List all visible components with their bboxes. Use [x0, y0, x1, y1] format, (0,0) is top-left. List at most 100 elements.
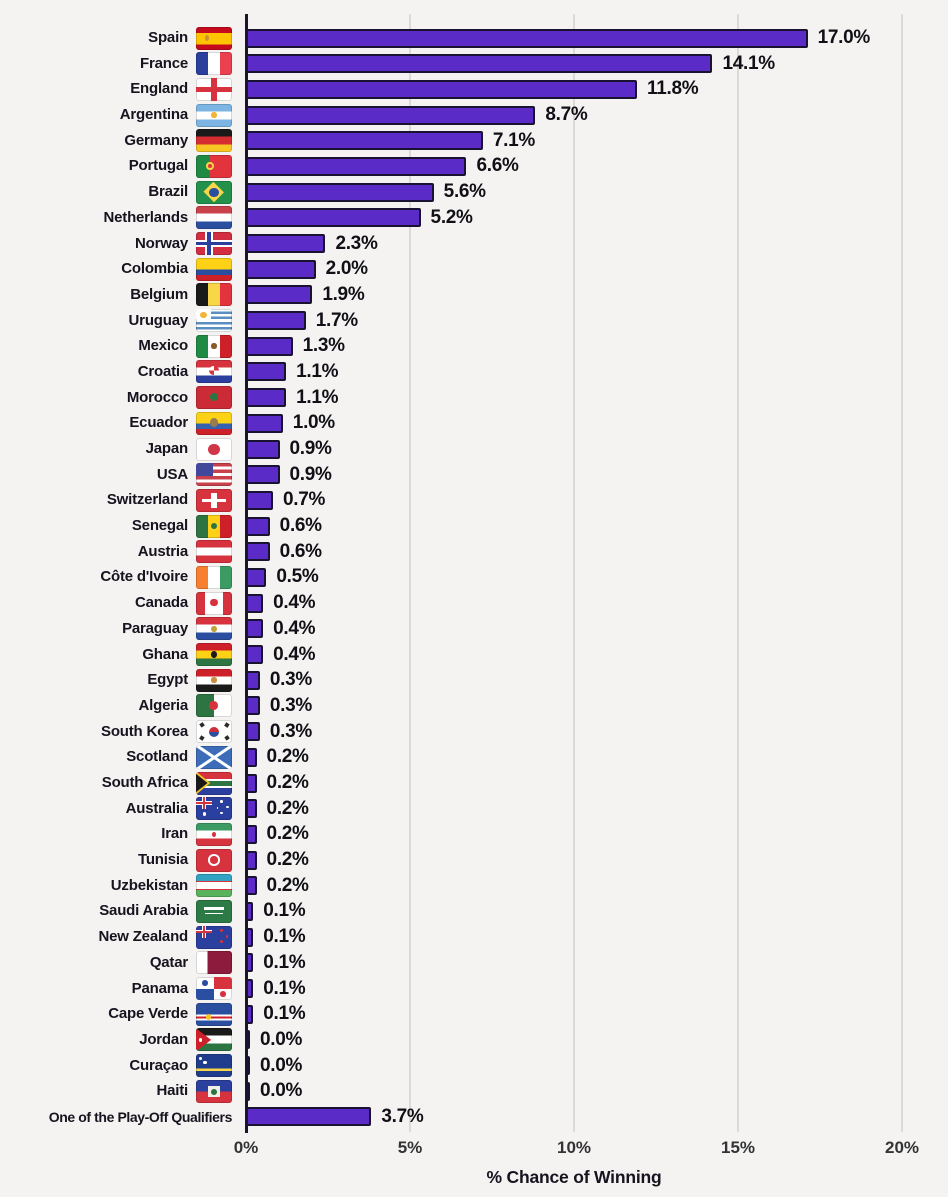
south-korea-flag-icon [196, 720, 232, 744]
category-label-new-zealand: New Zealand [98, 928, 189, 946]
argentina-bar [246, 105, 536, 125]
morocco-bar [246, 388, 287, 408]
flag-detail [211, 112, 217, 118]
gridline-5-percent [409, 14, 411, 1132]
category-label-germany: Germany [124, 131, 188, 149]
category-label-cape-verde: Cape Verde [108, 1005, 188, 1023]
portugal-bar [246, 156, 467, 176]
scotland-flag-icon [196, 745, 232, 769]
croatia-flag-icon [196, 360, 232, 384]
flag-detail [199, 1038, 203, 1042]
category-label-spain: Spain [148, 29, 188, 46]
category-label-senegal: Senegal [131, 517, 188, 535]
flag-detail [202, 980, 208, 986]
portugal-value-label: 6.6% [476, 155, 519, 177]
x-tick-label-20: 20% [884, 1138, 920, 1157]
new-zealand-bar [246, 927, 254, 947]
flag-detail [198, 1056, 202, 1060]
netherlands-bar [246, 208, 421, 228]
argentina-flag-icon [196, 103, 232, 127]
scotland-value-label: 0.2% [266, 746, 309, 768]
iran-flag-icon [196, 822, 232, 846]
south-korea-value-label: 0.3% [269, 720, 312, 742]
category-label-jordan: Jordan [139, 1030, 188, 1048]
flag-detail [198, 735, 204, 741]
cape-verde-flag-icon [196, 1002, 232, 1026]
flag-detail [210, 598, 218, 607]
panama-flag-icon [196, 977, 232, 1001]
category-label-canada: Canada [135, 594, 188, 612]
spain-bar [246, 28, 808, 48]
cura-ao-flag-icon [196, 1054, 232, 1078]
jordan-value-label: 0.0% [260, 1028, 303, 1050]
flag-detail [203, 906, 225, 910]
flag-detail [202, 1060, 207, 1065]
colombia-bar [246, 259, 316, 279]
category-label-egypt: Egypt [147, 671, 188, 689]
england-bar [246, 79, 638, 99]
scotland-bar [246, 747, 257, 767]
category-label-japan: Japan [145, 440, 189, 458]
switzerland-flag-icon [196, 488, 232, 512]
one-of-the-play-off-qualifiers-bar [246, 1107, 372, 1127]
paraguay-value-label: 0.4% [273, 617, 316, 639]
x-tick-label-5: 5% [397, 1138, 423, 1157]
england-value-label: 11.8% [647, 78, 699, 100]
austria-bar [246, 542, 270, 562]
germany-value-label: 7.1% [492, 129, 535, 151]
new-zealand-value-label: 0.1% [263, 926, 306, 948]
category-label-portugal: Portugal [128, 157, 188, 175]
croatia-value-label: 1.1% [296, 360, 339, 382]
uzbekistan-bar [246, 876, 257, 896]
flag-detail [204, 34, 209, 42]
category-label-brazil: Brazil [148, 183, 188, 201]
category-label-iran: Iran [161, 825, 188, 843]
brazil-flag-icon [196, 180, 232, 204]
australia-bar [246, 799, 257, 819]
flag-detail [196, 930, 213, 933]
paraguay-bar [246, 619, 264, 639]
flag-detail [196, 86, 232, 93]
south-africa-bar [246, 773, 257, 793]
usa-flag-icon [196, 463, 232, 487]
saudi-arabia-flag-icon [196, 899, 232, 923]
category-label-morocco: Morocco [126, 388, 188, 406]
uzbekistan-flag-icon [196, 874, 232, 898]
colombia-flag-icon [196, 257, 232, 281]
belgium-flag-icon [196, 283, 232, 307]
flag-detail [214, 977, 232, 989]
flag-detail [211, 831, 217, 837]
brazil-value-label: 5.6% [443, 181, 486, 203]
category-label-one-of-the-play-off-qualifiers: One of the Play-Off Qualifiers [48, 1108, 233, 1125]
saudi-arabia-bar [246, 901, 254, 921]
iran-value-label: 0.2% [266, 823, 309, 845]
egypt-bar [246, 670, 260, 690]
haiti-bar [246, 1081, 250, 1101]
category-label-netherlands: Netherlands [103, 208, 189, 226]
tunisia-value-label: 0.2% [266, 849, 309, 871]
japan-bar [246, 439, 280, 459]
x-tick-label-15: 15% [720, 1138, 756, 1157]
algeria-flag-icon [196, 694, 232, 718]
qatar-value-label: 0.1% [263, 951, 306, 973]
category-label-ecuador: Ecuador [129, 414, 188, 432]
new-zealand-flag-icon [196, 925, 232, 949]
australia-value-label: 0.2% [266, 797, 309, 819]
colombia-value-label: 2.0% [325, 258, 368, 280]
iran-bar [246, 824, 257, 844]
category-label-tunisia: Tunisia [138, 851, 188, 869]
australia-flag-icon [196, 797, 232, 821]
category-label-ghana: Ghana [142, 645, 188, 663]
belgium-value-label: 1.9% [322, 283, 365, 305]
qatar-bar [246, 953, 254, 973]
flag-detail [196, 463, 213, 477]
flag-detail [196, 773, 208, 793]
paraguay-flag-icon [196, 617, 232, 641]
algeria-bar [246, 696, 260, 716]
mexico-value-label: 1.3% [302, 335, 345, 357]
jordan-bar [246, 1030, 250, 1050]
flag-detail [211, 343, 217, 349]
flag-detail [211, 677, 217, 683]
category-label-austria: Austria [137, 542, 188, 560]
